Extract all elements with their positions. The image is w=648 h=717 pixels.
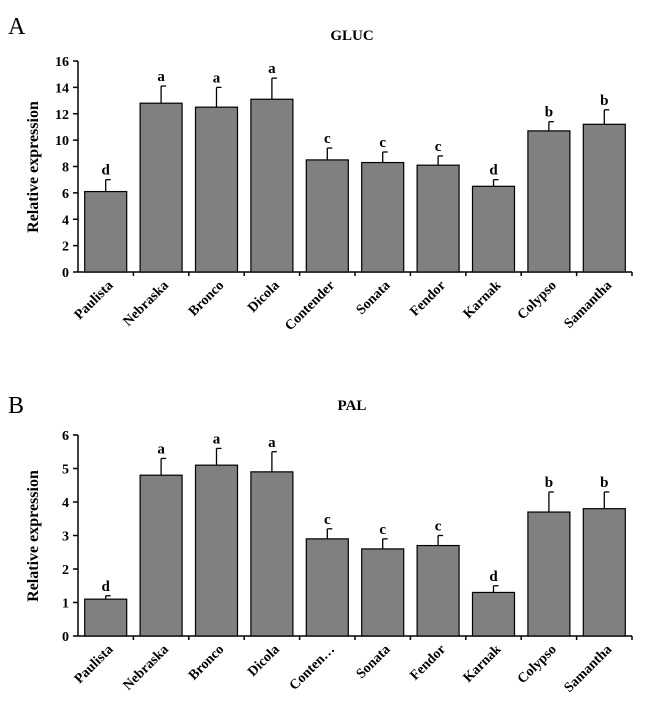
- x-tick-label: Bronco: [186, 642, 227, 683]
- x-tick-label: Fendor: [408, 642, 449, 683]
- x-tick-label: Conten…: [287, 642, 338, 693]
- bar-nebraska: [139, 102, 183, 273]
- x-tick-label: Contender: [282, 278, 338, 334]
- bar-paulista: [84, 598, 128, 637]
- y-tick-label: 5: [62, 463, 69, 478]
- bar-dicola: [250, 98, 294, 273]
- significance-label: b: [545, 105, 553, 121]
- x-tick-label: Nebraska: [121, 642, 172, 693]
- significance-label: b: [600, 93, 608, 109]
- bar-bronco: [194, 464, 239, 637]
- x-tick-label: Bronco: [186, 278, 227, 319]
- x-tick-label: Nebraska: [121, 278, 172, 329]
- significance-label: a: [157, 69, 165, 85]
- y-tick-label: 1: [62, 597, 69, 612]
- significance-label: c: [379, 522, 386, 538]
- y-tick-label: 3: [62, 530, 69, 545]
- chart-title-gluc: GLUC: [330, 28, 373, 44]
- bar-dicola: [250, 471, 294, 637]
- significance-label: c: [324, 512, 331, 528]
- y-tick-label: 0: [62, 266, 69, 281]
- significance-label: a: [268, 435, 276, 451]
- bar-conten: [305, 538, 349, 637]
- significance-label: d: [489, 163, 498, 179]
- significance-label: c: [435, 139, 442, 155]
- x-tick-label: Karnak: [461, 642, 505, 686]
- significance-label: a: [213, 70, 221, 86]
- y-tick-label: 12: [55, 108, 69, 123]
- panel-a: A GLUC Relative expression 0 2 4 6 8 10 12 14 16…: [8, 14, 633, 334]
- x-tick-label: Samantha: [562, 642, 616, 696]
- x-tick-label: Paulista: [72, 278, 117, 323]
- bar-sonata: [361, 161, 405, 273]
- bar-bronco: [194, 106, 239, 273]
- y-tick-label: 8: [62, 161, 69, 176]
- significance-label: d: [489, 569, 498, 585]
- significance-label: a: [268, 61, 276, 77]
- significance-label: d: [102, 579, 111, 595]
- bar-sonata: [361, 548, 405, 637]
- bar-karnak: [471, 591, 516, 637]
- bar-contender: [305, 159, 349, 273]
- panel-letter-a: A: [8, 14, 26, 40]
- significance-label: c: [435, 519, 442, 535]
- x-tick-label: Dicola: [245, 642, 283, 680]
- y-tick-label: 4: [62, 496, 69, 511]
- bar-colypso: [527, 511, 571, 637]
- x-tick-label: Colypso: [515, 642, 560, 687]
- y-axis-label: Relative expression: [25, 470, 42, 602]
- y-tick-label: 6: [62, 187, 69, 202]
- y-tick-label: 14: [55, 81, 69, 96]
- y-axis-label: Relative expression: [25, 101, 42, 233]
- bar-samantha: [582, 123, 626, 273]
- significance-label: a: [157, 441, 165, 457]
- y-tick-label: 4: [62, 213, 69, 228]
- y-tick-label: 6: [62, 429, 69, 444]
- x-tick-label: Samantha: [562, 278, 616, 332]
- significance-label: c: [324, 131, 331, 147]
- bar-colypso: [527, 130, 571, 273]
- significance-label: b: [600, 475, 608, 491]
- x-tick-label: Colypso: [515, 278, 560, 323]
- significance-label: b: [545, 475, 553, 491]
- y-tick-label: 0: [62, 630, 69, 645]
- y-tick-label: 10: [55, 134, 69, 149]
- bar-karnak: [471, 185, 516, 273]
- bar-fendor: [416, 164, 460, 273]
- x-tick-label: Paulista: [72, 642, 117, 687]
- x-tick-label: Dicola: [245, 278, 283, 316]
- panel-b: B PAL Relative expression 0 1 2 3 4 5 6 d Paulis…: [8, 393, 633, 696]
- y-tick-label: 2: [62, 563, 69, 578]
- chart-title-pal: PAL: [338, 398, 367, 414]
- x-tick-label: Sonata: [354, 642, 394, 682]
- significance-label: d: [102, 163, 111, 179]
- bar-paulista: [84, 190, 128, 273]
- x-tick-label: Karnak: [461, 278, 505, 322]
- x-tick-label: Fendor: [408, 278, 449, 319]
- panel-letter-b: B: [8, 393, 24, 419]
- bar-fendor: [416, 544, 460, 637]
- bar-nebraska: [139, 474, 183, 637]
- significance-label: a: [213, 431, 221, 447]
- significance-label: c: [379, 135, 386, 151]
- bar-samantha: [582, 508, 626, 637]
- y-tick-label: 16: [55, 55, 69, 70]
- x-tick-label: Sonata: [354, 278, 394, 318]
- y-tick-label: 2: [62, 240, 69, 255]
